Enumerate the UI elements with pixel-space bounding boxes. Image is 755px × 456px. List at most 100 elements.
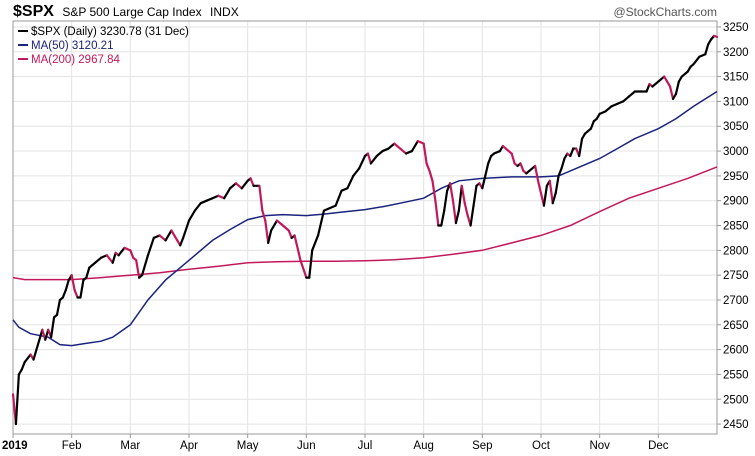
price-segment bbox=[20, 360, 26, 371]
price-segment bbox=[645, 82, 651, 93]
price-segment bbox=[469, 204, 475, 227]
price-segment bbox=[534, 164, 540, 182]
price-segment bbox=[431, 179, 437, 202]
y-tick-label: 3150 bbox=[723, 72, 749, 84]
price-segment bbox=[135, 259, 141, 279]
price-segment bbox=[105, 254, 114, 264]
price-segment bbox=[129, 249, 135, 259]
price-segment bbox=[261, 209, 267, 222]
price-segment bbox=[472, 184, 478, 207]
price-segment bbox=[164, 229, 173, 242]
price-segment bbox=[308, 249, 314, 279]
price-segment bbox=[651, 80, 660, 88]
y-axis: 2450 2500 2550 2600 2650 2700 2750 2800 2850 2900… bbox=[717, 22, 749, 431]
price-segment bbox=[622, 95, 631, 103]
price-segment bbox=[399, 147, 408, 155]
price-segment bbox=[32, 348, 38, 361]
price-segment bbox=[146, 236, 155, 257]
price-segment bbox=[387, 142, 396, 150]
y-tick-label: 3000 bbox=[723, 146, 749, 158]
price-segment bbox=[264, 219, 270, 244]
legend-price: $SPX (Daily) 3230.78 (31 Dec) bbox=[31, 26, 189, 38]
price-segment bbox=[369, 154, 378, 165]
y-tick-label: 2900 bbox=[723, 196, 749, 208]
price-segment bbox=[668, 85, 675, 101]
price-segment bbox=[510, 152, 516, 165]
x-tick-label: Sep bbox=[472, 440, 492, 452]
price-segment bbox=[50, 316, 56, 339]
x-tick-label: Mar bbox=[120, 440, 140, 452]
x-axis: 2019 Feb Mar Apr May Jun Jul Aug Sep Oct Nov Dec bbox=[2, 434, 669, 452]
price-segment bbox=[393, 142, 402, 150]
price-segment bbox=[94, 256, 103, 264]
price-segment bbox=[73, 288, 79, 299]
x-tick-label: Dec bbox=[648, 440, 669, 452]
price-segment bbox=[275, 219, 284, 227]
y-tick-label: 2650 bbox=[723, 320, 749, 332]
price-segment bbox=[293, 234, 302, 262]
price-segment bbox=[375, 149, 384, 158]
price-segment bbox=[542, 184, 548, 207]
price-segment bbox=[85, 266, 91, 279]
price-segment bbox=[23, 353, 32, 364]
price-segment bbox=[70, 274, 76, 292]
price-segment bbox=[448, 182, 455, 202]
price-segment bbox=[657, 75, 666, 83]
legend-ma200: MA(200) 2967.84 bbox=[31, 54, 120, 66]
y-tick-label: 2950 bbox=[723, 171, 749, 183]
x-tick-label: Jul bbox=[358, 440, 373, 452]
price-segment bbox=[410, 140, 419, 153]
price-segment bbox=[504, 147, 513, 155]
price-segment bbox=[223, 187, 232, 200]
price-segment bbox=[193, 202, 202, 212]
price-segment bbox=[316, 209, 326, 237]
x-tick-label: May bbox=[237, 440, 259, 452]
price-segment bbox=[554, 174, 560, 195]
series-layer bbox=[11, 34, 719, 426]
x-tick-label: Apr bbox=[180, 440, 198, 452]
price-segment bbox=[569, 147, 575, 158]
price-segment bbox=[460, 184, 466, 205]
y-tick-label: 3050 bbox=[723, 121, 749, 133]
price-segment bbox=[111, 251, 117, 264]
price-segment bbox=[422, 142, 428, 165]
price-segment bbox=[64, 279, 70, 292]
price-segment bbox=[334, 189, 343, 207]
price-segment bbox=[311, 234, 320, 252]
price-segment bbox=[528, 164, 537, 173]
price-segment bbox=[519, 162, 525, 173]
y-tick-label: 3200 bbox=[723, 47, 749, 59]
price-segment bbox=[627, 90, 636, 98]
x-tick-label: Aug bbox=[413, 440, 433, 452]
price-segment bbox=[258, 184, 264, 212]
price-segment bbox=[680, 70, 689, 78]
price-segment bbox=[270, 219, 279, 232]
brand-watermark[interactable]: @StockCharts.com bbox=[613, 5, 717, 19]
price-segment bbox=[299, 259, 308, 279]
price-segment bbox=[187, 209, 196, 222]
price-segment bbox=[170, 229, 179, 242]
price-segment bbox=[249, 177, 255, 187]
index-name: S&P 500 Large Cap Index bbox=[62, 5, 201, 19]
price-segment bbox=[234, 182, 243, 190]
legend: $SPX (Daily) 3230.78 (31 Dec) MA(50) 312… bbox=[18, 26, 189, 66]
price-segment bbox=[281, 224, 290, 232]
price-segment bbox=[358, 154, 367, 170]
price-segment bbox=[548, 179, 554, 205]
x-tick-label: 2019 bbox=[2, 440, 28, 452]
price-segment bbox=[440, 209, 446, 227]
price-segment bbox=[457, 184, 463, 212]
price-segment bbox=[425, 162, 431, 173]
y-tick-label: 2750 bbox=[723, 270, 749, 282]
price-segment bbox=[352, 167, 361, 177]
price-segment bbox=[434, 199, 440, 227]
price-segment bbox=[692, 55, 701, 66]
price-segment bbox=[55, 298, 62, 316]
price-segment bbox=[35, 328, 44, 351]
price-segment bbox=[536, 179, 543, 195]
price-segment bbox=[182, 219, 191, 240]
x-tick-label: Jun bbox=[297, 440, 316, 452]
y-tick-label: 3250 bbox=[723, 22, 749, 34]
